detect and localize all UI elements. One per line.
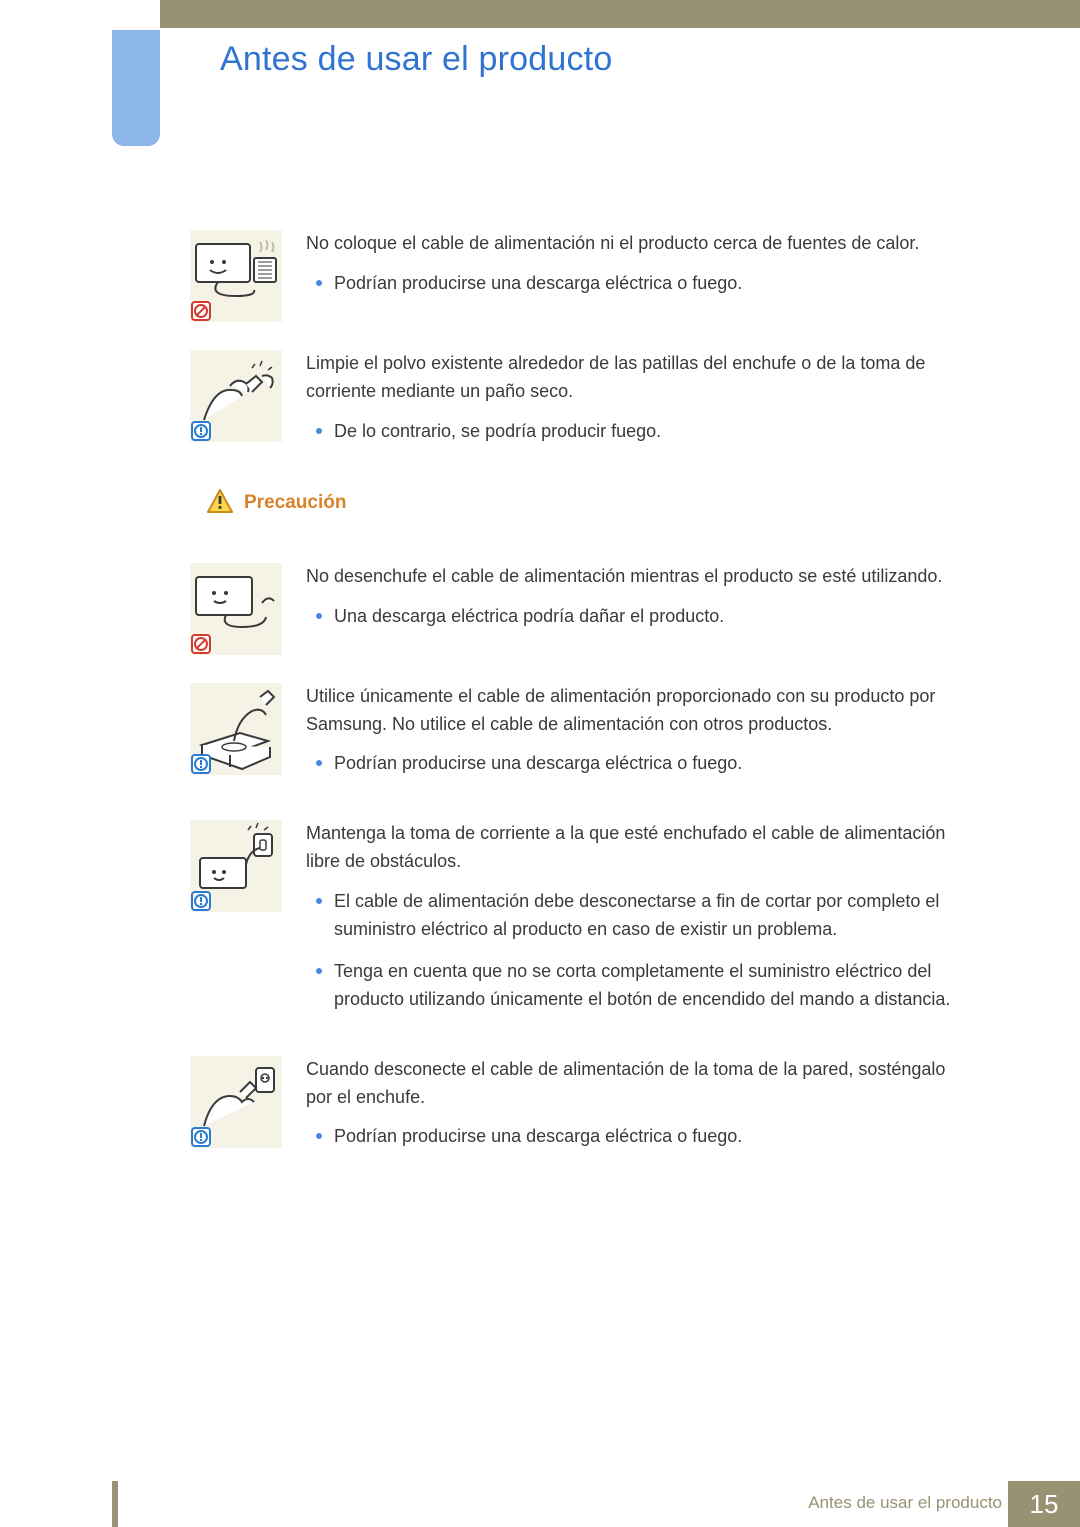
item-bullet: Podrían producirse una descarga eléctric… bbox=[334, 750, 970, 778]
footer-section-label: Antes de usar el producto bbox=[808, 1493, 1002, 1513]
page-title: Antes de usar el producto bbox=[220, 40, 612, 79]
item-lead: Limpie el polvo existente alrededor de l… bbox=[306, 350, 970, 406]
item-lead: No coloque el cable de alimentación ni e… bbox=[306, 230, 970, 258]
footer-accent-bar bbox=[112, 1481, 118, 1527]
safety-item: No coloque el cable de alimentación ni e… bbox=[190, 230, 970, 322]
item-bullet: Una descarga eléctrica podría dañar el p… bbox=[334, 603, 970, 631]
safety-item: Cuando desconecte el cable de alimentaci… bbox=[190, 1056, 970, 1166]
header-accent bbox=[112, 30, 160, 146]
warning-triangle-icon bbox=[206, 488, 234, 519]
caution-heading: Precaución bbox=[206, 488, 970, 519]
safety-item: Mantenga la toma de corriente a la que e… bbox=[190, 820, 970, 1027]
item-lead: Utilice únicamente el cable de alimentac… bbox=[306, 683, 970, 739]
header-bar bbox=[160, 0, 1080, 28]
caution-label: Precaución bbox=[244, 492, 346, 514]
item-bullet: El cable de alimentación debe desconecta… bbox=[334, 888, 970, 944]
item-bullet: De lo contrario, se podría producir fueg… bbox=[334, 418, 970, 446]
illustration-outlet-clear bbox=[190, 820, 282, 912]
safety-item: Utilice únicamente el cable de alimentac… bbox=[190, 683, 970, 793]
illustration-hand-clean-plug bbox=[190, 350, 282, 442]
illustration-cable-box bbox=[190, 683, 282, 775]
item-lead: Cuando desconecte el cable de alimentaci… bbox=[306, 1056, 970, 1112]
safety-item: Limpie el polvo existente alrededor de l… bbox=[190, 350, 970, 460]
item-bullet: Podrían producirse una descarga eléctric… bbox=[334, 270, 970, 298]
item-bullet: Podrían producirse una descarga eléctric… bbox=[334, 1123, 970, 1151]
item-bullet: Tenga en cuenta que no se corta completa… bbox=[334, 958, 970, 1014]
content-area: No coloque el cable de alimentación ni e… bbox=[190, 230, 970, 1193]
illustration-hand-plug bbox=[190, 1056, 282, 1148]
item-lead: No desenchufe el cable de alimentación m… bbox=[306, 563, 970, 591]
illustration-monitor-heater bbox=[190, 230, 282, 322]
page-number: 15 bbox=[1008, 1481, 1080, 1527]
item-lead: Mantenga la toma de corriente a la que e… bbox=[306, 820, 970, 876]
page-footer: Antes de usar el producto 15 bbox=[0, 1481, 1080, 1527]
illustration-monitor-unplug bbox=[190, 563, 282, 655]
manual-page: Antes de usar el producto bbox=[0, 0, 1080, 1527]
safety-item: No desenchufe el cable de alimentación m… bbox=[190, 563, 970, 655]
